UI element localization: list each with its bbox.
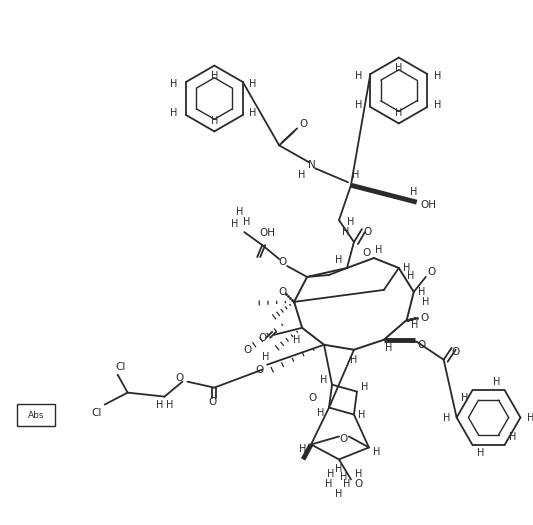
Text: H: H (354, 71, 362, 81)
Text: H: H (361, 382, 369, 392)
Text: O: O (427, 267, 436, 277)
Text: H: H (298, 170, 306, 180)
Text: H: H (350, 355, 358, 365)
Text: OH: OH (259, 228, 275, 238)
Text: H: H (170, 108, 177, 118)
Text: O: O (364, 227, 372, 237)
Text: H: H (317, 407, 325, 417)
Text: H: H (325, 479, 333, 489)
Text: H: H (262, 352, 269, 362)
Text: H: H (493, 377, 500, 387)
Text: H: H (527, 413, 533, 423)
Text: H: H (342, 227, 350, 237)
Text: Abs: Abs (28, 411, 44, 420)
Text: H: H (335, 255, 343, 265)
Text: O: O (340, 435, 348, 445)
Text: O: O (278, 257, 286, 267)
Text: O: O (243, 345, 252, 355)
FancyBboxPatch shape (17, 404, 55, 426)
Text: H: H (335, 465, 343, 475)
Text: O: O (175, 373, 183, 383)
Text: O: O (451, 346, 460, 356)
Text: H: H (373, 447, 381, 457)
Text: H: H (211, 117, 218, 127)
Text: H: H (320, 375, 328, 385)
Text: H: H (300, 445, 307, 455)
Text: O: O (421, 313, 429, 323)
Text: H: H (249, 79, 256, 89)
Text: H: H (352, 170, 360, 180)
Text: O: O (278, 287, 286, 297)
Text: Cl: Cl (116, 362, 126, 372)
Text: H: H (407, 271, 415, 281)
Text: H: H (343, 479, 351, 489)
Text: H: H (243, 217, 250, 227)
Text: H: H (403, 263, 410, 273)
Text: H: H (385, 343, 392, 353)
Text: H: H (443, 413, 450, 423)
Text: H: H (211, 70, 218, 80)
Text: H: H (375, 245, 383, 255)
Text: H: H (236, 207, 243, 217)
Text: H: H (358, 410, 366, 419)
Text: H: H (395, 62, 402, 72)
Text: OH: OH (421, 200, 437, 210)
Text: H: H (433, 100, 441, 110)
Text: H: H (509, 432, 516, 442)
Text: H: H (249, 108, 256, 118)
Text: H: H (166, 400, 173, 410)
Text: O: O (418, 340, 426, 350)
Text: H: H (354, 100, 362, 110)
Text: O: O (308, 393, 316, 403)
Text: H: H (170, 79, 177, 89)
Text: H: H (340, 472, 348, 482)
Text: H: H (294, 335, 301, 345)
Text: H: H (327, 469, 335, 479)
Text: H: H (410, 187, 417, 197)
Text: H: H (395, 109, 402, 119)
Text: H: H (418, 287, 425, 297)
Text: H: H (348, 217, 354, 227)
Text: H: H (231, 219, 238, 229)
Text: N: N (308, 160, 316, 170)
Text: H: H (156, 400, 163, 410)
Text: H: H (433, 71, 441, 81)
Text: O: O (299, 119, 307, 129)
Text: O: O (363, 248, 371, 258)
Text: O: O (258, 333, 266, 343)
Text: O: O (255, 365, 263, 375)
Text: O: O (355, 479, 363, 489)
Text: O: O (208, 396, 216, 406)
Text: H: H (422, 297, 430, 307)
Text: H: H (411, 320, 418, 330)
Text: H: H (477, 448, 484, 458)
Text: H: H (335, 489, 343, 499)
Text: H: H (461, 393, 469, 403)
Text: H: H (355, 469, 362, 479)
Text: Cl: Cl (92, 407, 102, 417)
